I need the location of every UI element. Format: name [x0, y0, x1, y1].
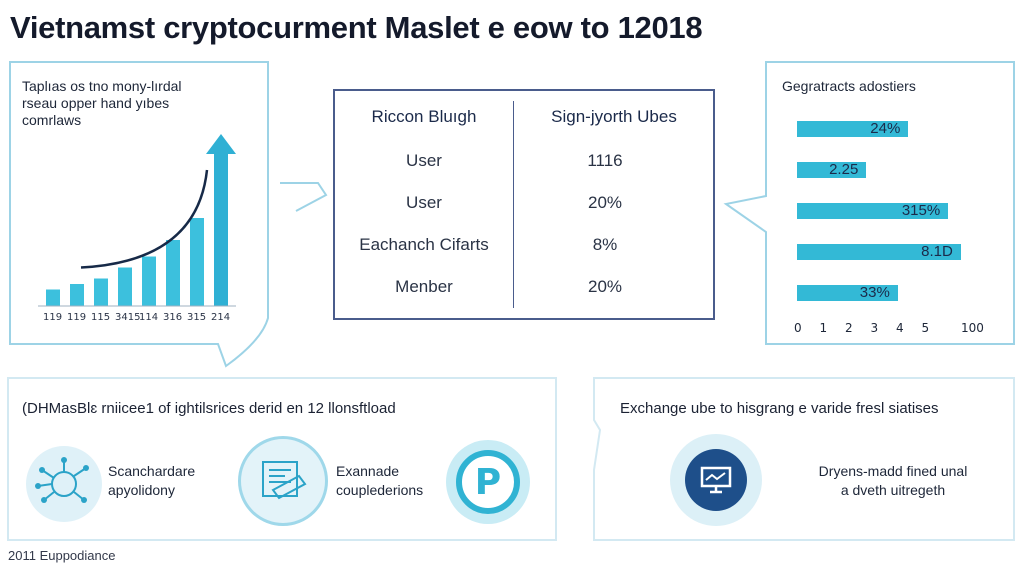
x-tick-label: 100: [961, 321, 984, 335]
item-line: Exannade: [336, 463, 400, 479]
bar: [142, 256, 156, 306]
data-table: Riccon Bluıgh Sign-jyorth Ubes User 1116…: [333, 89, 715, 320]
table-cell: User: [406, 151, 442, 170]
x-tick-label: 1: [819, 321, 828, 335]
hbar-data-label: 33%: [859, 284, 890, 301]
caption-line: comrlaws: [22, 112, 82, 128]
hbar: [797, 244, 961, 260]
table-cell: Menber: [395, 277, 453, 296]
item-text-2: Exannade couplederions: [336, 462, 423, 500]
x-tick-label: 3: [870, 321, 879, 335]
bar: [46, 289, 60, 306]
x-tick-label: 119: [43, 312, 63, 323]
x-tick-label: 3415: [115, 312, 141, 323]
item-line: a dveth uitregeth: [840, 482, 946, 498]
bar: [94, 278, 108, 306]
trend-curve: [80, 169, 209, 269]
bar: [166, 240, 180, 306]
table-cell: 20%: [587, 193, 623, 212]
x-tick-label: 316: [163, 312, 183, 323]
bottom-right-heading: Exchange ube to hisgrang e varide fresl …: [620, 400, 939, 417]
x-tick-label: 4: [896, 321, 904, 335]
item-text-1: Scanchardare apyolidony: [108, 462, 195, 500]
bar: [190, 218, 204, 306]
bar: [118, 267, 132, 306]
caption-line: rseau opper hand yıbes: [22, 95, 170, 111]
table-cell: 8%: [592, 235, 618, 254]
table-header-col2: Sign-jyorth Ubes: [551, 107, 677, 126]
item-line: apyolidony: [108, 482, 175, 498]
table-cell: User: [406, 193, 442, 212]
footer-text: 2011 Euppodiance: [8, 548, 116, 563]
bar: [70, 284, 84, 306]
bottom-right-text: Dryens-madd fined unal a dveth uitregeth: [808, 462, 978, 500]
bottom-left-heading: (DHMasBlɛ rniicee1 of ightilsrices derid…: [22, 400, 396, 417]
p-coin-icon: P: [446, 440, 530, 524]
up-arrow-icon: [206, 134, 236, 154]
hbar-data-label: 315%: [901, 202, 941, 219]
ledger-icon: [238, 436, 328, 526]
hbar-data-label: 24%: [870, 120, 901, 137]
caption-line: Taplıas os tno mony-lırdal: [22, 78, 182, 94]
hbar: [797, 285, 898, 301]
hbar-data-label: 2.25: [829, 161, 859, 178]
monitor-icon: [670, 434, 762, 526]
x-tick-label: 115: [91, 312, 111, 323]
page-title: Vietnamst cryptocurment Maslet e eow to …: [10, 10, 703, 45]
left-panel-caption: Taplıas os tno mony-lırdal rseau opper h…: [22, 78, 237, 129]
x-tick-label: 214: [211, 312, 231, 323]
x-tick-label: 5: [921, 321, 930, 335]
table-divider: [513, 101, 514, 308]
table-header-col1: Riccon Bluıgh: [371, 107, 477, 126]
x-tick-label: 0: [794, 321, 802, 335]
x-tick-label: 2: [845, 321, 853, 335]
hbar: [797, 162, 867, 178]
item-line: Dryens-madd fined unal: [818, 463, 968, 479]
item-line: couplederions: [336, 482, 424, 498]
hbar: [797, 121, 909, 137]
table-cell: Eachanch Cifarts: [359, 235, 489, 254]
x-tick-label: 114: [139, 312, 159, 323]
hbar: [797, 203, 949, 219]
bar: [214, 152, 228, 306]
item-line: Scanchardare: [108, 463, 196, 479]
hbar-data-label: 8.1D: [921, 243, 953, 260]
network-icon: [26, 446, 102, 522]
x-tick-label: 119: [67, 312, 87, 323]
growth-bar-chart: [38, 134, 236, 307]
right-panel-title: Gegratracts adostiers: [782, 78, 916, 94]
table-cell: 20%: [587, 277, 623, 296]
table-cell: 1116: [587, 151, 623, 170]
x-tick-label: 315: [187, 312, 207, 323]
